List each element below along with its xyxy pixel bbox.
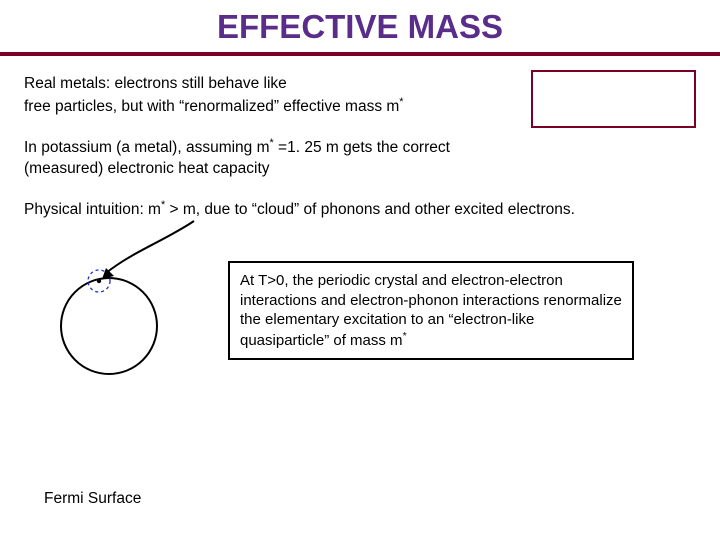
fermi-circle <box>61 278 157 374</box>
info-l1: At T>0, the periodic crystal and electro… <box>240 272 563 289</box>
p1-line1: Real metals: electrons still behave like <box>24 75 287 92</box>
slide-title: EFFECTIVE MASS <box>0 0 720 52</box>
title-text: EFFECTIVE MASS <box>217 8 503 45</box>
p2-b: =1. 25 m gets the correct <box>274 139 450 156</box>
quasiparticle-info-box: At T>0, the periodic crystal and electro… <box>228 261 634 360</box>
p1-line2: free particles, but with “renormalized” … <box>24 98 399 115</box>
paragraph-1: Real metals: electrons still behave like… <box>24 74 696 118</box>
p3-b: > m, due to “cloud” of phonons and other… <box>165 201 575 218</box>
p2-c: (measured) electronic heat capacity <box>24 160 270 177</box>
p2-a: In potassium (a metal), assuming m <box>24 139 270 156</box>
electron-dot <box>97 279 101 283</box>
formula-box-empty <box>531 70 696 128</box>
info-l2: interactions and electron-phonon interac… <box>240 292 622 309</box>
fermi-diagram <box>24 231 214 381</box>
slide-body: Real metals: electrons still behave like… <box>0 56 720 381</box>
fermi-surface-label: Fermi Surface <box>44 490 141 508</box>
p3-a: Physical intuition: m <box>24 201 161 218</box>
info-l3: the elementary excitation to an “electro… <box>240 311 534 328</box>
diagram-and-info-row: At T>0, the periodic crystal and electro… <box>24 231 696 381</box>
paragraph-2: In potassium (a metal), assuming m* =1. … <box>24 136 696 180</box>
arrow-curve <box>106 221 194 273</box>
info-l4: quasiparticle” of mass m <box>240 332 403 349</box>
fermi-svg <box>24 231 214 391</box>
p1-sup: * <box>399 96 403 108</box>
paragraph-3: Physical intuition: m* > m, due to “clou… <box>24 198 696 221</box>
info-l4-sup: * <box>403 330 407 342</box>
